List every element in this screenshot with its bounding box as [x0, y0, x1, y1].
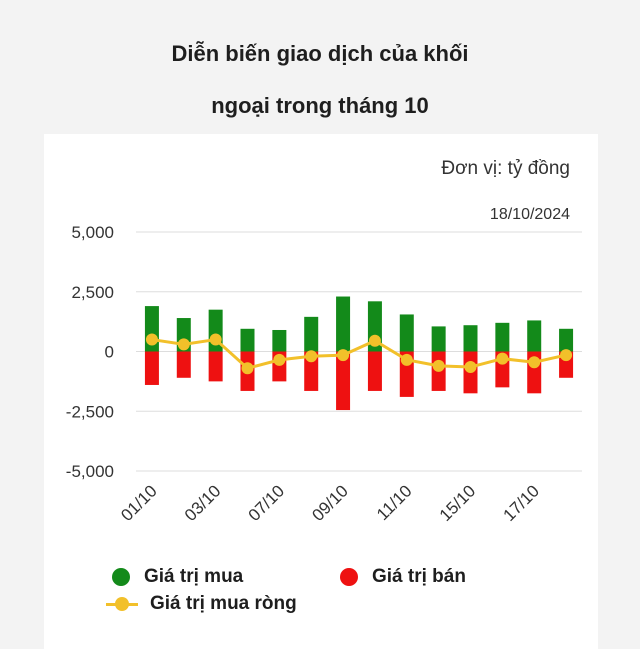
y-tick-label: -2,500	[66, 402, 114, 421]
legend-sell-marker	[340, 568, 358, 586]
bar-buy	[464, 325, 478, 351]
legend-buy-label: Giá trị mua	[144, 566, 243, 588]
bar-buy	[527, 320, 541, 351]
net-point	[369, 335, 381, 347]
bar-sell	[145, 352, 159, 385]
legend-net-marker	[106, 595, 138, 613]
bar-sell	[177, 352, 191, 378]
bar-buy	[304, 317, 318, 352]
net-point	[401, 354, 413, 366]
net-point	[273, 354, 285, 366]
net-point	[210, 334, 222, 346]
y-tick-label: -5,000	[66, 462, 114, 481]
net-point	[337, 349, 349, 361]
y-tick-label: 5,000	[71, 223, 114, 242]
title-line-2: ngoại trong tháng 10	[0, 80, 640, 132]
legend-item-net: Giá trị mua ròng	[106, 593, 297, 615]
net-point	[433, 360, 445, 372]
net-point	[528, 356, 540, 368]
bar-buy	[272, 330, 286, 352]
bar-sell	[209, 352, 223, 382]
x-tick-label: 03/10	[181, 481, 225, 525]
legend-sell-label: Giá trị bán	[372, 566, 466, 588]
legend-item-sell: Giá trị bán	[340, 566, 466, 588]
chart-card: Đơn vị: tỷ đồng 18/10/2024 5,000 2,500 0 -2…	[44, 134, 598, 649]
x-tick-label: 15/10	[436, 481, 480, 525]
x-tick-label: 17/10	[500, 481, 544, 525]
y-tick-label: 2,500	[71, 283, 114, 302]
net-point	[146, 334, 158, 346]
x-tick-label: 09/10	[308, 481, 352, 525]
x-tick-label: 01/10	[117, 481, 161, 525]
x-tick-label: 07/10	[245, 481, 289, 525]
legend-buy-marker	[112, 568, 130, 586]
title-line-1: Diễn biến giao dịch của khối	[0, 28, 640, 80]
legend-item-buy: Giá trị mua	[112, 566, 243, 588]
legend-net-label: Giá trị mua ròng	[150, 593, 297, 615]
bar-buy	[336, 297, 350, 352]
bar-buy	[241, 329, 255, 352]
net-point	[242, 362, 254, 374]
bar-buy	[400, 314, 414, 351]
net-point	[178, 338, 190, 350]
x-tick-label: 11/10	[373, 481, 416, 524]
bar-buy	[495, 323, 509, 352]
bar-buy	[559, 329, 573, 352]
bar-sell	[368, 352, 382, 391]
net-point	[560, 349, 572, 361]
net-point	[465, 361, 477, 373]
y-tick-label: 0	[105, 343, 114, 362]
bar-buy	[432, 326, 446, 351]
net-point	[496, 353, 508, 365]
chart-title: Diễn biến giao dịch của khối ngoại trong…	[0, 28, 640, 132]
net-point	[305, 350, 317, 362]
